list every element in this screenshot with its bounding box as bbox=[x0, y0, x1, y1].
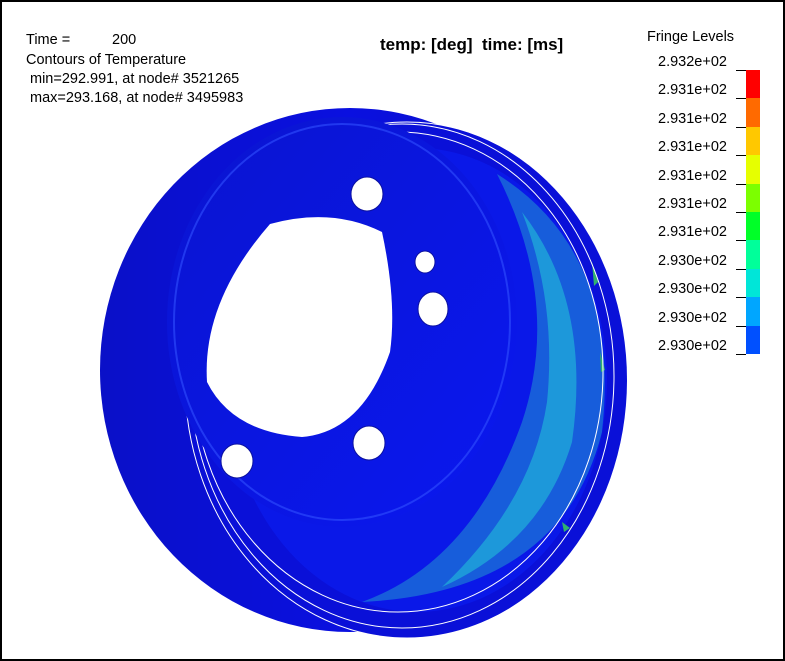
fringe-level-tick bbox=[736, 98, 746, 100]
fringe-color-swatch bbox=[746, 325, 760, 354]
fringe-level-value: 2.931e+02 bbox=[658, 224, 727, 241]
fringe-level-tick bbox=[736, 354, 746, 355]
disc-ring bbox=[173, 123, 511, 521]
fringe-level-tick bbox=[736, 183, 746, 185]
contour-title: Contours of Temperature bbox=[26, 52, 187, 68]
fringe-level-value: 2.930e+02 bbox=[658, 338, 727, 354]
fringe-level-tick bbox=[736, 240, 746, 242]
units-label: temp: [deg] time: [ms] bbox=[380, 35, 564, 54]
fringe-color-swatch bbox=[746, 297, 760, 326]
fringe-color-swatch bbox=[746, 268, 760, 298]
fringe-levels-title: Fringe Levels bbox=[647, 29, 735, 45]
fringe-color-swatch bbox=[746, 211, 760, 241]
fringe-level-value: 2.931e+02 bbox=[658, 82, 727, 99]
time-value: 200 bbox=[112, 32, 137, 48]
fringe-level-tick bbox=[736, 70, 746, 71]
fringe-color-swatch bbox=[746, 126, 760, 156]
fringe-level-tick bbox=[736, 126, 746, 128]
fringe-level-tick bbox=[736, 297, 746, 299]
lug-hole-4 bbox=[352, 425, 386, 461]
lug-hole-3 bbox=[417, 291, 449, 327]
fringe-level-value: 2.930e+02 bbox=[658, 309, 727, 326]
max-value-line: max=293.168, at node# 3495983 bbox=[30, 90, 244, 106]
fringe-level-tick bbox=[736, 212, 746, 213]
fringe-level-value: 2.930e+02 bbox=[658, 281, 727, 298]
fringe-level-value: 2.931e+02 bbox=[658, 139, 727, 156]
fringe-level-value: 2.930e+02 bbox=[658, 252, 727, 269]
fringe-color-swatch bbox=[746, 183, 760, 212]
fringe-level-value: 2.931e+02 bbox=[658, 110, 727, 127]
fringe-color-bar bbox=[746, 70, 760, 354]
fringe-color-swatch bbox=[746, 240, 760, 269]
fringe-level-value: 2.932e+02 bbox=[658, 54, 727, 70]
lug-hole-1 bbox=[350, 176, 384, 212]
fringe-color-swatch bbox=[746, 70, 760, 99]
fringe-level-value: 2.931e+02 bbox=[658, 167, 727, 184]
fringe-level-value: 2.931e+02 bbox=[658, 196, 727, 212]
center-bore bbox=[206, 217, 393, 437]
fringe-level-tick bbox=[736, 155, 746, 157]
hot-band-highlights bbox=[442, 212, 577, 587]
lug-hole-5 bbox=[220, 443, 254, 479]
fringe-level-tick bbox=[736, 325, 746, 327]
min-value-line: min=292.991, at node# 3521265 bbox=[30, 71, 240, 87]
fringe-level-tick bbox=[736, 268, 746, 270]
fringe-color-swatch bbox=[746, 98, 760, 127]
fringe-color-swatch bbox=[746, 155, 760, 184]
time-label: Time = bbox=[26, 32, 71, 48]
lug-hole-2 bbox=[414, 250, 436, 274]
